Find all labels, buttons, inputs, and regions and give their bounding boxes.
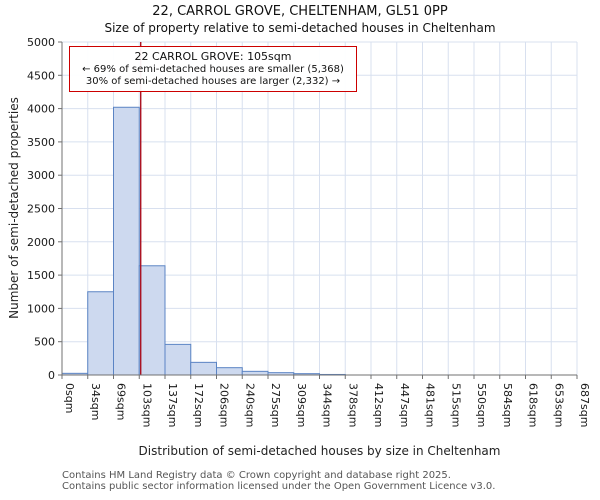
chart-title: 22, CARROL GROVE, CHELTENHAM, GL51 0PP bbox=[152, 4, 448, 19]
x-axis-label: Distribution of semi-detached houses by … bbox=[138, 444, 501, 458]
annotation-larger-line: 30% of semi-detached houses are larger (… bbox=[85, 76, 341, 87]
histogram-bar bbox=[87, 291, 114, 376]
y-tick-label: 4000 bbox=[27, 103, 55, 116]
x-tick-label: 481sqm bbox=[424, 383, 437, 427]
x-tick-label: 275sqm bbox=[269, 383, 282, 427]
x-tick-label: 206sqm bbox=[218, 383, 231, 427]
annotation-property-line: 22 CARROL GROVE: 105sqm bbox=[134, 50, 292, 63]
y-tick-label: 4500 bbox=[27, 69, 55, 82]
x-tick-label: 447sqm bbox=[398, 383, 411, 427]
x-tick-label: 584sqm bbox=[501, 383, 514, 427]
x-tick-label: 103sqm bbox=[140, 383, 153, 427]
x-tick-label: 618sqm bbox=[527, 383, 540, 427]
histogram-bar bbox=[216, 367, 243, 376]
x-tick-label: 378sqm bbox=[346, 383, 359, 427]
histogram-bar bbox=[164, 343, 192, 376]
x-tick-label: 0sqm bbox=[63, 383, 76, 413]
y-tick-label: 3000 bbox=[27, 169, 55, 182]
x-tick-label: 515sqm bbox=[449, 383, 462, 427]
histogram-bar bbox=[138, 265, 166, 376]
x-tick-label: 687sqm bbox=[578, 383, 591, 427]
y-tick-label: 0 bbox=[48, 369, 55, 382]
x-tick-label: 240sqm bbox=[243, 383, 256, 427]
footer-licence-line: Contains public sector information licen… bbox=[62, 481, 496, 492]
x-tick-label: 137sqm bbox=[166, 383, 179, 427]
y-tick-label: 2500 bbox=[27, 203, 55, 216]
x-tick-label: 172sqm bbox=[192, 383, 205, 427]
property-annotation-box: 22 CARROL GROVE: 105sqm ← 69% of semi-de… bbox=[69, 46, 357, 92]
y-tick-label: 1000 bbox=[27, 302, 55, 315]
histogram-bar bbox=[113, 106, 140, 376]
y-axis-label: Number of semi-detached properties bbox=[7, 97, 21, 319]
y-tick-label: 5000 bbox=[27, 36, 55, 49]
histogram-bar bbox=[190, 361, 217, 376]
footer-copyright-line: Contains HM Land Registry data © Crown c… bbox=[62, 470, 451, 481]
x-tick-label: 309sqm bbox=[295, 383, 308, 427]
x-tick-label: 653sqm bbox=[552, 383, 565, 427]
x-tick-label: 69sqm bbox=[115, 383, 128, 420]
y-tick-label: 3500 bbox=[27, 136, 55, 149]
y-tick-label: 500 bbox=[34, 336, 55, 349]
histogram-bar bbox=[241, 370, 269, 376]
annotation-smaller-line: ← 69% of semi-detached houses are smalle… bbox=[82, 64, 344, 75]
chart-subtitle: Size of property relative to semi-detach… bbox=[104, 21, 496, 35]
x-tick-label: 344sqm bbox=[321, 383, 334, 427]
y-tick-label: 1500 bbox=[27, 269, 55, 282]
y-tick-label: 2000 bbox=[27, 236, 55, 249]
x-tick-label: 412sqm bbox=[372, 383, 385, 427]
x-tick-label: 550sqm bbox=[475, 383, 488, 427]
x-tick-label: 34sqm bbox=[89, 383, 102, 420]
